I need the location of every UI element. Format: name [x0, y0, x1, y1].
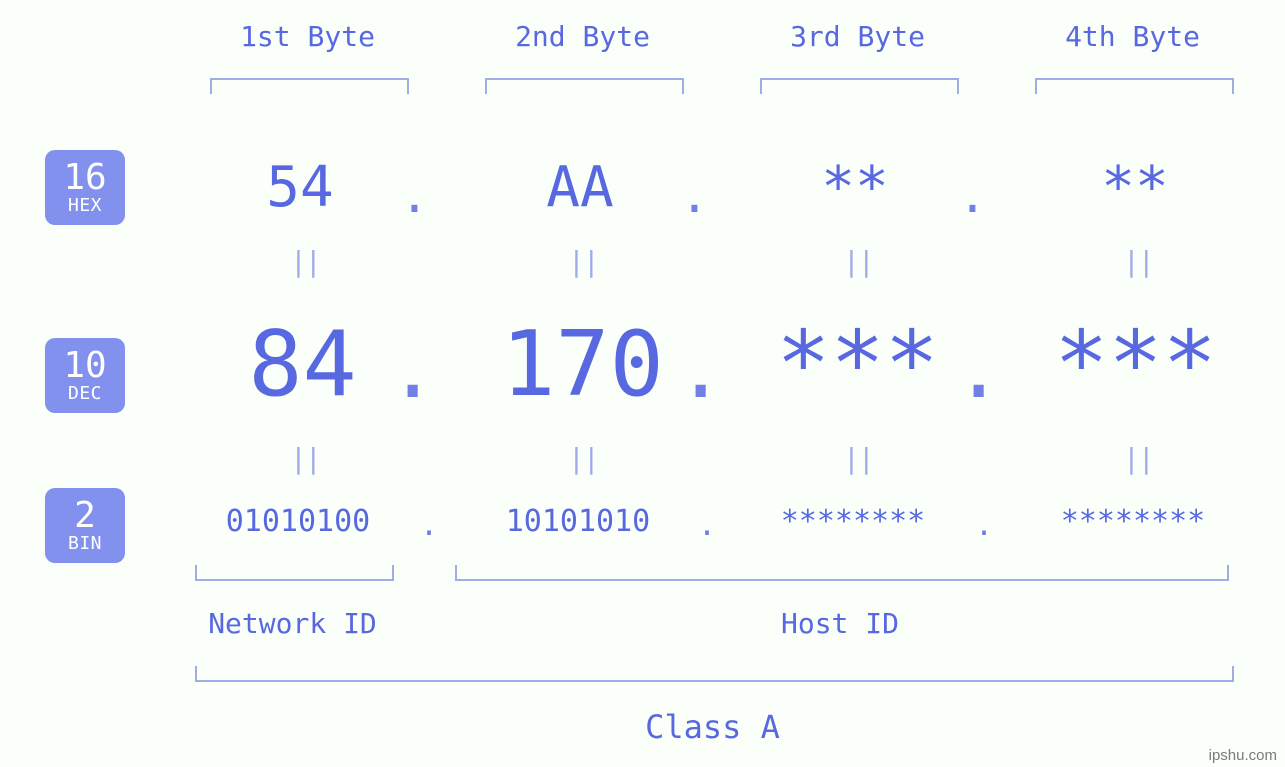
hex-value-4: ** [1101, 155, 1168, 220]
eq-1-4: || [1123, 245, 1153, 278]
dec-value-2: 170 [501, 312, 664, 417]
ip-diagram: 1st Byte 2nd Byte 3rd Byte 4th Byte 16 H… [0, 0, 1285, 767]
hex-badge-label: HEX [45, 197, 125, 216]
bin-dot-2: . [698, 508, 716, 543]
bin-byte-2: 10101010 [448, 504, 708, 539]
dec-badge: 10 DEC [45, 338, 125, 413]
header-bracket-1 [210, 78, 409, 94]
bin-byte-3: ******** [723, 504, 983, 539]
hex-value-3: ** [821, 155, 888, 220]
eq-1-3: || [843, 245, 873, 278]
hex-byte-1: 54 [180, 155, 420, 220]
bin-value-2: 10101010 [506, 504, 651, 539]
network-id-bracket [195, 565, 394, 581]
dec-byte-2: 170 [455, 312, 710, 417]
hex-value-1: 54 [266, 155, 333, 220]
hex-dot-1: . [400, 168, 429, 224]
bin-value-4: ******** [1061, 504, 1206, 539]
bin-badge-label: BIN [45, 535, 125, 554]
dec-value-3: *** [776, 312, 939, 417]
eq-1-2: || [568, 245, 598, 278]
dec-value-4: *** [1054, 312, 1217, 417]
dec-dot-3: . [954, 322, 1003, 417]
eq-2-1: || [290, 442, 320, 475]
bin-value-1: 01010100 [226, 504, 371, 539]
hex-value-2: AA [546, 155, 613, 220]
bin-badge: 2 BIN [45, 488, 125, 563]
dec-badge-label: DEC [45, 385, 125, 404]
eq-2-2: || [568, 442, 598, 475]
dec-badge-base: 10 [45, 347, 125, 385]
eq-2-4: || [1123, 442, 1153, 475]
bin-badge-base: 2 [45, 497, 125, 535]
eq-1-1: || [290, 245, 320, 278]
byte-header-4: 4th Byte [1035, 20, 1230, 53]
hex-badge: 16 HEX [45, 150, 125, 225]
dec-byte-4: *** [1008, 312, 1263, 417]
watermark: ipshu.com [1209, 747, 1277, 764]
header-bracket-3 [760, 78, 959, 94]
byte-header-1: 1st Byte [210, 20, 405, 53]
dec-dot-1: . [388, 322, 437, 417]
dec-dot-2: . [676, 322, 725, 417]
header-bracket-4 [1035, 78, 1234, 94]
hex-byte-2: AA [460, 155, 700, 220]
hex-byte-3: ** [735, 155, 975, 220]
header-bracket-2 [485, 78, 684, 94]
byte-header-2: 2nd Byte [485, 20, 680, 53]
hex-byte-4: ** [1015, 155, 1255, 220]
hex-badge-base: 16 [45, 159, 125, 197]
class-bracket [195, 666, 1234, 682]
host-id-bracket [455, 565, 1229, 581]
hex-dot-2: . [680, 168, 709, 224]
network-id-label: Network ID [195, 607, 390, 640]
class-label: Class A [195, 708, 1230, 746]
dec-value-1: 84 [248, 312, 356, 417]
bin-dot-3: . [975, 508, 993, 543]
bin-byte-4: ******** [1003, 504, 1263, 539]
bin-byte-1: 01010100 [168, 504, 428, 539]
dec-byte-3: *** [730, 312, 985, 417]
bin-dot-1: . [420, 508, 438, 543]
byte-header-3: 3rd Byte [760, 20, 955, 53]
host-id-label: Host ID [455, 607, 1225, 640]
hex-dot-3: . [958, 168, 987, 224]
bin-value-3: ******** [781, 504, 926, 539]
eq-2-3: || [843, 442, 873, 475]
